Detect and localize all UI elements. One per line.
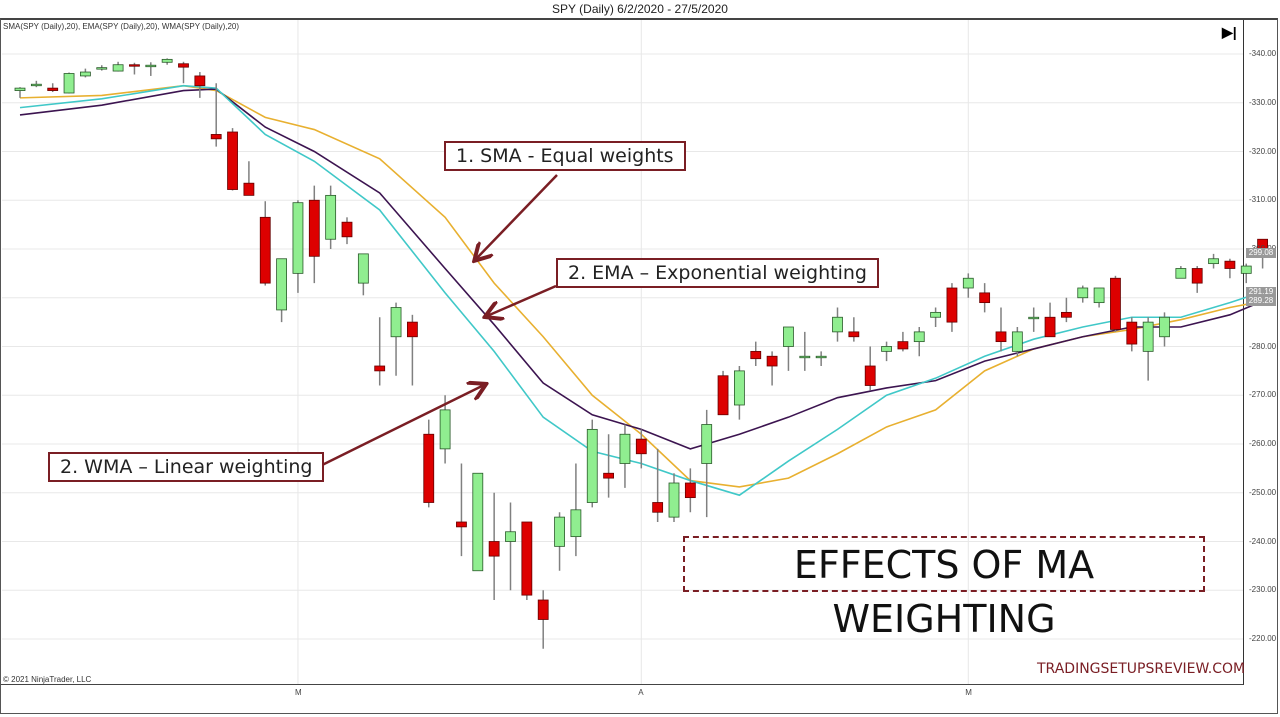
watermark: TRADINGSETUPSREVIEW.COM	[1037, 661, 1246, 677]
chart-title: SPY (Daily) 6/2/2020 - 27/5/2020	[552, 2, 728, 16]
price-tick-label: -230.00	[1249, 585, 1277, 595]
price-tick-label: -330.00	[1249, 97, 1277, 107]
month-tick-label: M	[294, 688, 302, 697]
copyright-text: © 2021 NinjaTrader, LLC	[3, 675, 92, 684]
callout-sma: 1. SMA - Equal weights	[444, 141, 686, 171]
price-tick-label: -270.00	[1249, 390, 1277, 400]
headline-title: EFFECTS OF MA WEIGHTING	[683, 536, 1205, 641]
month-tick-label: A	[638, 688, 644, 697]
last-price-tag: 291.19	[1246, 286, 1276, 297]
month-tick-label: M	[965, 688, 972, 697]
price-tick-label: -260.00	[1249, 439, 1277, 448]
scroll-to-end-icon[interactable]: ▶|	[1222, 24, 1237, 40]
price-tick-label: -250.00	[1249, 487, 1277, 497]
last-price-tag: 289.28	[1246, 296, 1276, 307]
price-tick-label: -340.00	[1249, 49, 1277, 58]
callout-wma: 2. WMA – Linear weighting	[48, 452, 325, 482]
last-price-tag: 299.08	[1246, 248, 1276, 259]
plot-area[interactable]	[1, 20, 1244, 685]
price-tick-label: -320.00	[1249, 146, 1277, 156]
callout-ema: 2. EMA – Exponential weighting	[556, 258, 879, 288]
price-tick-label: -280.00	[1249, 341, 1277, 351]
chart-frame	[0, 18, 1278, 714]
price-tick-label: -310.00	[1249, 195, 1277, 205]
price-tick-label: -240.00	[1249, 536, 1277, 546]
indicator-legend: SMA(SPY (Daily),20), EMA(SPY (Daily),20)…	[3, 22, 240, 31]
price-tick-label: -220.00	[1249, 634, 1277, 643]
